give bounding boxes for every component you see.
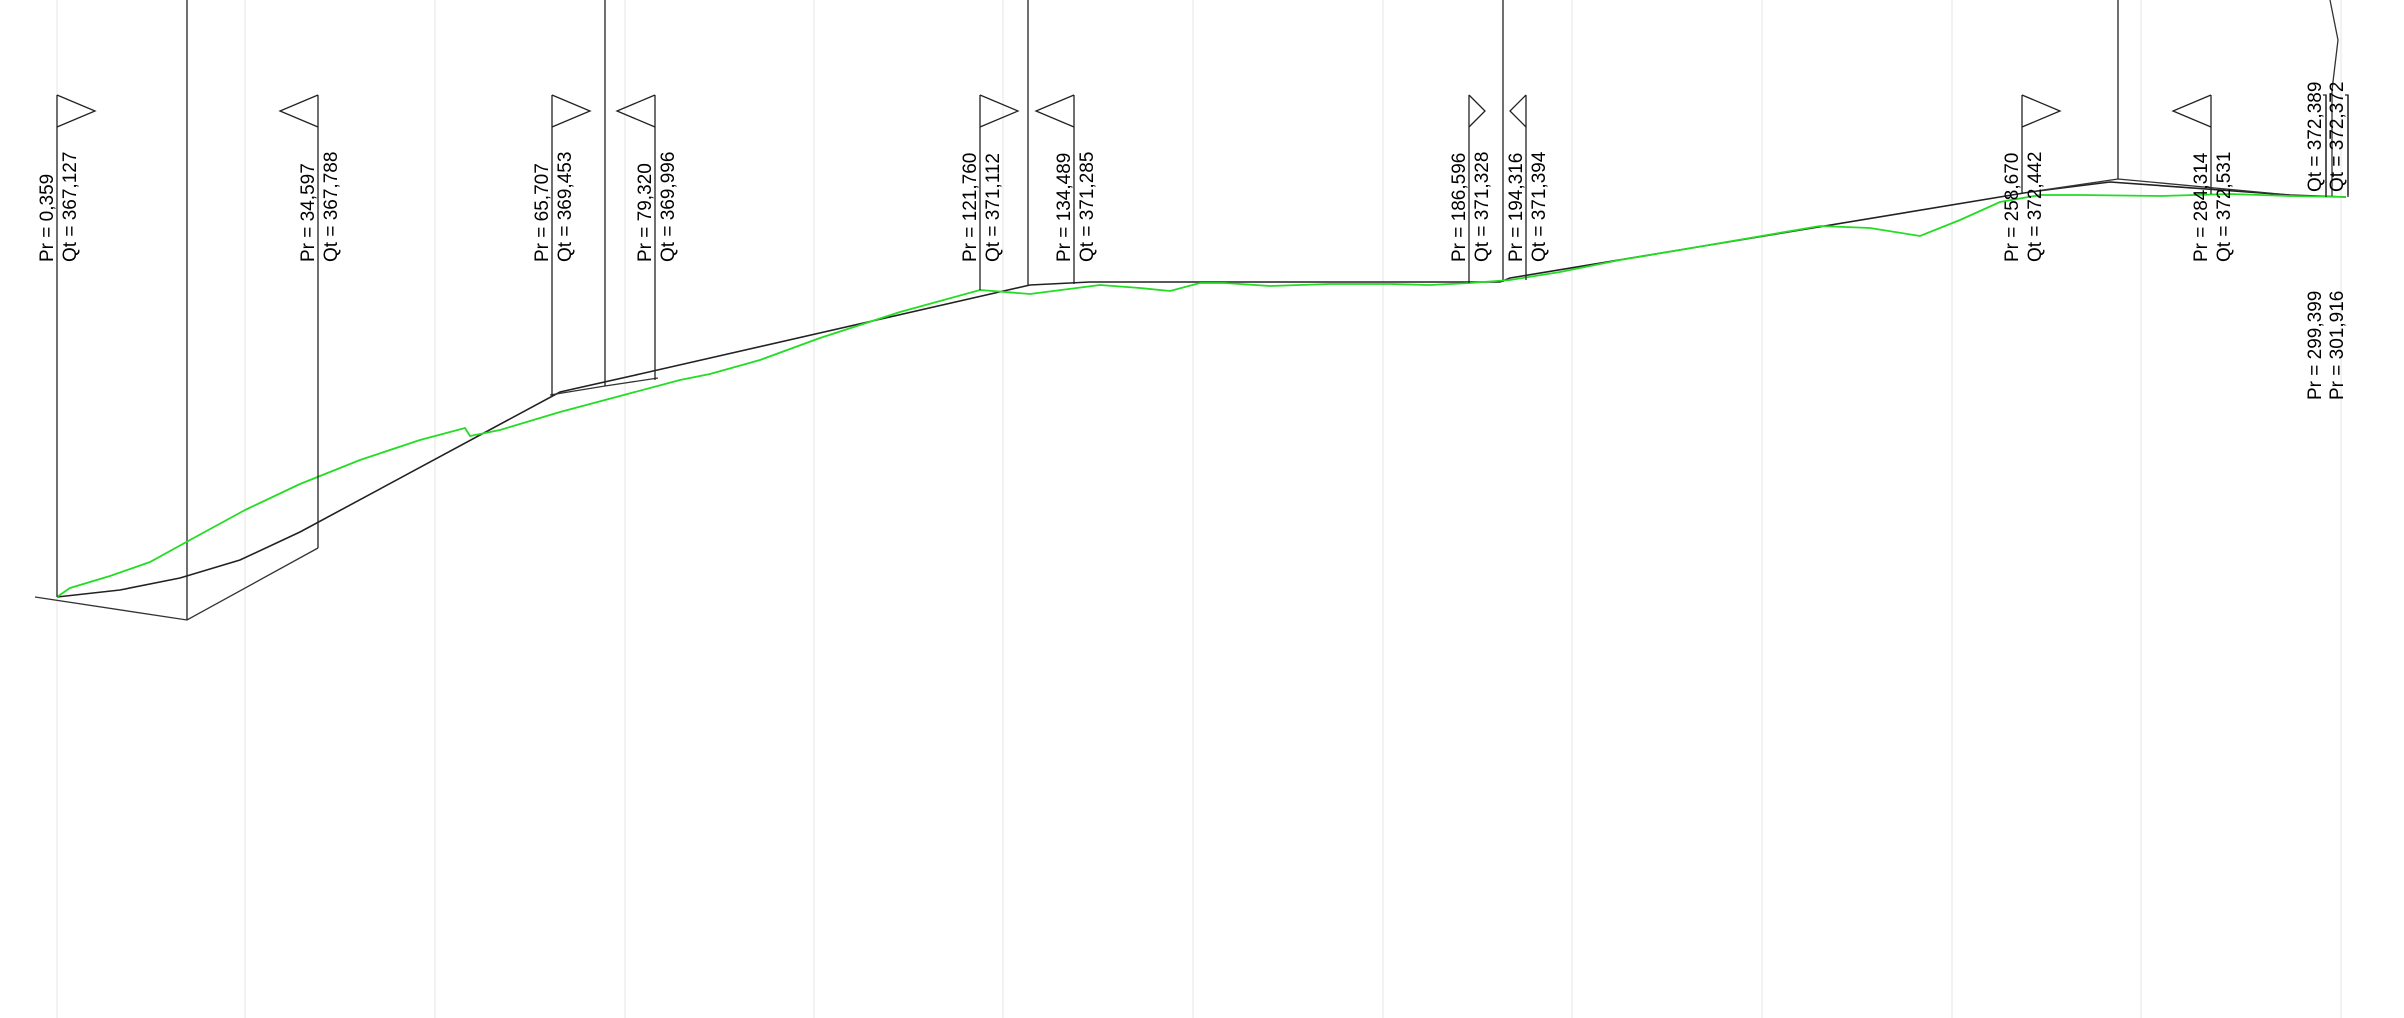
vertical-curve-tangent-left	[34, 547, 319, 621]
station-marker-5: Pr = 134,489 Qt = 371,285	[1034, 94, 1098, 284]
station-marker-8: Pr = 258,670 Qt = 372,442	[2002, 94, 2062, 262]
flag-right-icon	[551, 94, 592, 128]
station-pr-label: Pr = 65,707	[532, 163, 553, 262]
station-qt-label: Qt = 367,788	[321, 152, 342, 262]
station-marker-10: Pr = 299,399 Qt = 372,389	[2305, 82, 2327, 400]
flag-left-icon	[278, 94, 319, 128]
end-bracket-icon	[2345, 94, 2349, 195]
end-bracket-icon	[2323, 94, 2327, 195]
station-qt-label: Qt = 371,394	[1529, 151, 1550, 262]
flag-left-icon	[1509, 94, 1527, 128]
flag-right-icon	[56, 94, 97, 128]
station-pr-label: Pr = 134,489	[1054, 153, 1075, 262]
station-marker-1: Pr = 34,597 Qt = 367,788	[278, 94, 342, 548]
station-pr-label: Pr = 284,314	[2191, 152, 2212, 262]
station-pr-label: Pr = 194,316	[1506, 153, 1527, 262]
station-pr-label: Pr = 79,320	[635, 163, 656, 262]
station-qt-label: Qt = 367,127	[60, 152, 81, 262]
vertical-grid-lines	[56, 0, 2342, 1018]
station-markers: Pr = 0,359 Qt = 367,127 Pr = 34,597 Qt = 36…	[37, 82, 2349, 597]
flag-left-icon	[2171, 94, 2212, 128]
design-grade-line	[56, 181, 2347, 598]
station-marker-3: Pr = 79,320 Qt = 369,996	[615, 94, 679, 380]
station-marker-0: Pr = 0,359 Qt = 367,127	[37, 94, 97, 597]
flag-right-icon	[2021, 94, 2062, 128]
station-qt-label: Qt = 372,442	[2025, 152, 2046, 262]
station-qt-label: Qt = 372,372	[2327, 82, 2348, 192]
station-qt-label: Qt = 371,328	[1472, 152, 1493, 262]
station-qt-label: Qt = 369,453	[555, 152, 576, 262]
station-marker-6: Pr = 186,596 Qt = 371,328	[1449, 94, 1493, 283]
flag-right-icon	[1468, 94, 1486, 128]
design-profile	[34, 0, 2347, 621]
end-connector-line	[2329, 0, 2339, 197]
station-pr-label: Pr = 299,399	[2305, 291, 2326, 400]
station-marker-9: Pr = 284,314 Qt = 372,531	[2171, 94, 2235, 262]
flag-left-icon	[615, 94, 656, 128]
station-pr-label: Pr = 121,760	[960, 153, 981, 262]
station-marker-4: Pr = 121,760 Qt = 371,112	[960, 94, 1020, 290]
station-qt-label: Qt = 371,112	[983, 153, 1004, 262]
flag-left-icon	[1034, 94, 1075, 128]
station-pr-label: Pr = 34,597	[298, 163, 319, 262]
vertical-curve-tangent-mid	[549, 377, 659, 396]
station-pr-label: Pr = 186,596	[1449, 153, 1470, 262]
station-pr-label: Pr = 258,670	[2002, 153, 2023, 262]
station-pr-label: Pr = 301,916	[2327, 291, 2348, 400]
station-marker-11: Pr = 301,916 Qt = 372,372	[2327, 82, 2349, 400]
station-qt-label: Qt = 369,996	[658, 152, 679, 262]
station-marker-7: Pr = 194,316 Qt = 371,394	[1506, 94, 1550, 280]
station-marker-2: Pr = 65,707 Qt = 369,453	[532, 94, 592, 396]
flag-right-icon	[979, 94, 1020, 128]
station-qt-label: Qt = 372,531	[2214, 152, 2235, 262]
terrain-profile-line	[56, 193, 2347, 598]
station-pr-label: Pr = 0,359	[37, 174, 58, 262]
station-qt-label: Qt = 372,389	[2305, 82, 2326, 192]
station-qt-label: Qt = 371,285	[1077, 152, 1098, 262]
